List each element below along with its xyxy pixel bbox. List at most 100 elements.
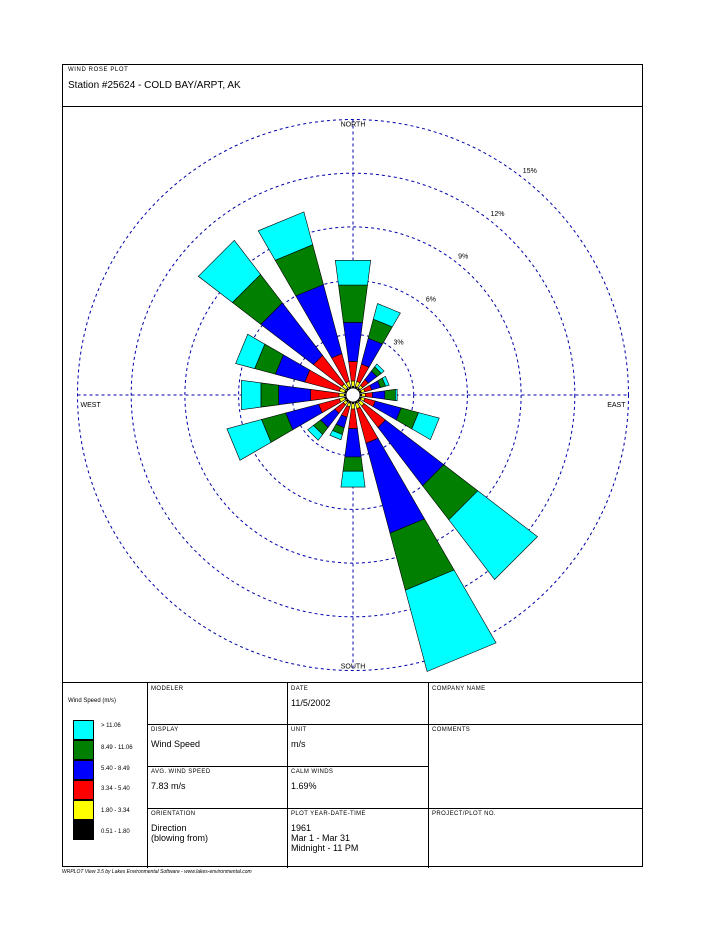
legend-label: 3.34 - 5.40 [101,786,130,792]
legend-swatch-0-1 [73,820,94,840]
report-header: WIND ROSE PLOT Station #25624 - COLD BAY… [63,65,642,107]
calm-hub [345,387,361,403]
date-value: 11/5/2002 [291,698,331,708]
plot-year: 1961 [291,823,312,833]
petal-ssw-bin5 [329,430,343,441]
petal-n-bin1 [350,380,356,387]
petal-ese-bin5 [411,412,440,441]
petal-s-bin4 [342,456,364,472]
petal-ne-bin5 [374,363,385,374]
petal-nne-bin5 [372,303,401,328]
petal-wsw-bin5 [226,419,272,461]
unit-value: m/s [291,739,306,749]
ring-12pct [130,172,576,618]
ring-6pct [238,280,468,510]
petal-n-bin3 [343,322,363,362]
report-frame: WIND ROSE PLOT Station #25624 - COLD BAY… [62,64,643,868]
petal-e-bin5 [395,388,398,402]
petal-se-bin5 [448,490,538,580]
petal-w-bin2 [310,389,340,401]
legend-swatch-5-8 [73,760,94,780]
orientation-cell: ORIENTATION Direction (blowing from) [147,808,287,868]
avg-speed-cell: AVG. WIND SPEED 7.83 m/s [147,766,287,808]
project-label: PROJECT/PLOT NO. [432,811,496,817]
software-footer: WRPLOT View 3.5 by Lakes Environmental S… [62,869,252,875]
legend-swatch-3-5 [73,780,94,800]
legend-label: 5.40 - 8.49 [101,766,130,772]
avg-speed-value: 7.83 m/s [151,781,186,791]
plot-time: Midnight - 11 PM [291,843,359,853]
divider [428,683,429,868]
south-label: SOUTH [341,664,366,671]
orientation-value: Direction (blowing from) [151,823,208,843]
avg-speed-label: AVG. WIND SPEED [151,769,211,775]
company-cell: COMPANY NAME [428,683,642,724]
petal-ene-bin5 [381,375,390,387]
north-label: NORTH [341,122,366,129]
display-value: Wind Speed [151,739,201,749]
ring-label: 6% [426,297,436,304]
divider [147,683,148,868]
legend-title: Wind Speed (m/s) [68,698,117,704]
unit-cell: UNIT m/s [287,724,428,766]
petal-s-bin1 [350,403,356,410]
company-label: COMPANY NAME [432,686,486,692]
station-title: Station #25624 - COLD BAY/ARPT, AK [68,80,241,91]
calm-winds-cell: CALM WINDS 1.69% [287,766,428,808]
date-label: DATE [291,686,309,692]
modeler-cell: MODELER [147,683,287,724]
project-cell: PROJECT/PLOT NO. [428,808,642,868]
petal-s-bin5 [340,470,366,488]
unit-label: UNIT [291,727,307,733]
speed-legend: Wind Speed (m/s) > 11.06 8.49 - 11.06 5.… [63,683,147,867]
legend-swatch-8-11 [73,740,94,760]
info-table: Wind Speed (m/s) > 11.06 8.49 - 11.06 5.… [63,682,642,868]
comments-label: COMMENTS [432,727,471,733]
wind-rose-chart: 3% 6% 9% 12% 15% NORTH SOUTH WEST EAST [77,119,629,672]
legend-label: > 11.06 [101,723,121,729]
modeler-label: MODELER [151,686,184,692]
comments-cell: COMMENTS [428,724,642,808]
petal-w-bin5 [241,379,262,411]
plot-period-cell: PLOT YEAR-DATE-TIME 1961 Mar 1 - Mar 31 … [287,808,428,868]
petal-nw-bin5 [197,239,261,303]
petal-s-bin3 [344,428,362,458]
petal-e-bin2 [364,392,373,398]
petal-sse-bin5 [404,569,497,672]
legend-swatch-above-11 [73,720,94,740]
report-label: WIND ROSE PLOT [68,67,129,73]
ring-label: 3% [394,340,404,347]
plot-period-label: PLOT YEAR-DATE-TIME [291,811,366,817]
calm-winds-value: 1.69% [291,781,317,791]
west-label: WEST [81,402,102,409]
display-label: DISPLAY [151,727,179,733]
ring-9pct [184,226,522,564]
east-label: EAST [607,402,626,409]
petal-n-bin5 [334,260,372,286]
orientation-line-2: (blowing from) [151,833,209,843]
legend-label: 1.80 - 3.34 [101,808,130,814]
divider [147,724,642,725]
calm-winds-label: CALM WINDS [291,769,334,775]
legend-label: 8.49 - 11.06 [101,745,133,751]
divider [147,766,428,767]
petal-e-bin1 [361,393,366,397]
petal-e-bin4 [384,389,396,401]
display-cell: DISPLAY Wind Speed [147,724,287,766]
petal-w-bin4 [260,382,279,408]
petal-w-bin3 [278,384,311,406]
divider [147,808,642,809]
petal-w-bin1 [338,392,345,398]
ring-label: 9% [458,254,468,261]
divider [287,683,288,868]
petal-n-bin4 [338,284,368,323]
date-cell: DATE 11/5/2002 [287,683,428,724]
ring-label: 12% [490,211,504,218]
petal-sw-bin5 [307,425,323,441]
ring-label: 15% [523,168,537,175]
petal-e-bin3 [372,390,386,400]
plot-period-value: 1961 Mar 1 - Mar 31 Midnight - 11 PM [291,823,358,853]
orientation-line-1: Direction [151,823,187,833]
orientation-label: ORIENTATION [151,811,196,817]
petal-s-bin2 [348,408,358,429]
